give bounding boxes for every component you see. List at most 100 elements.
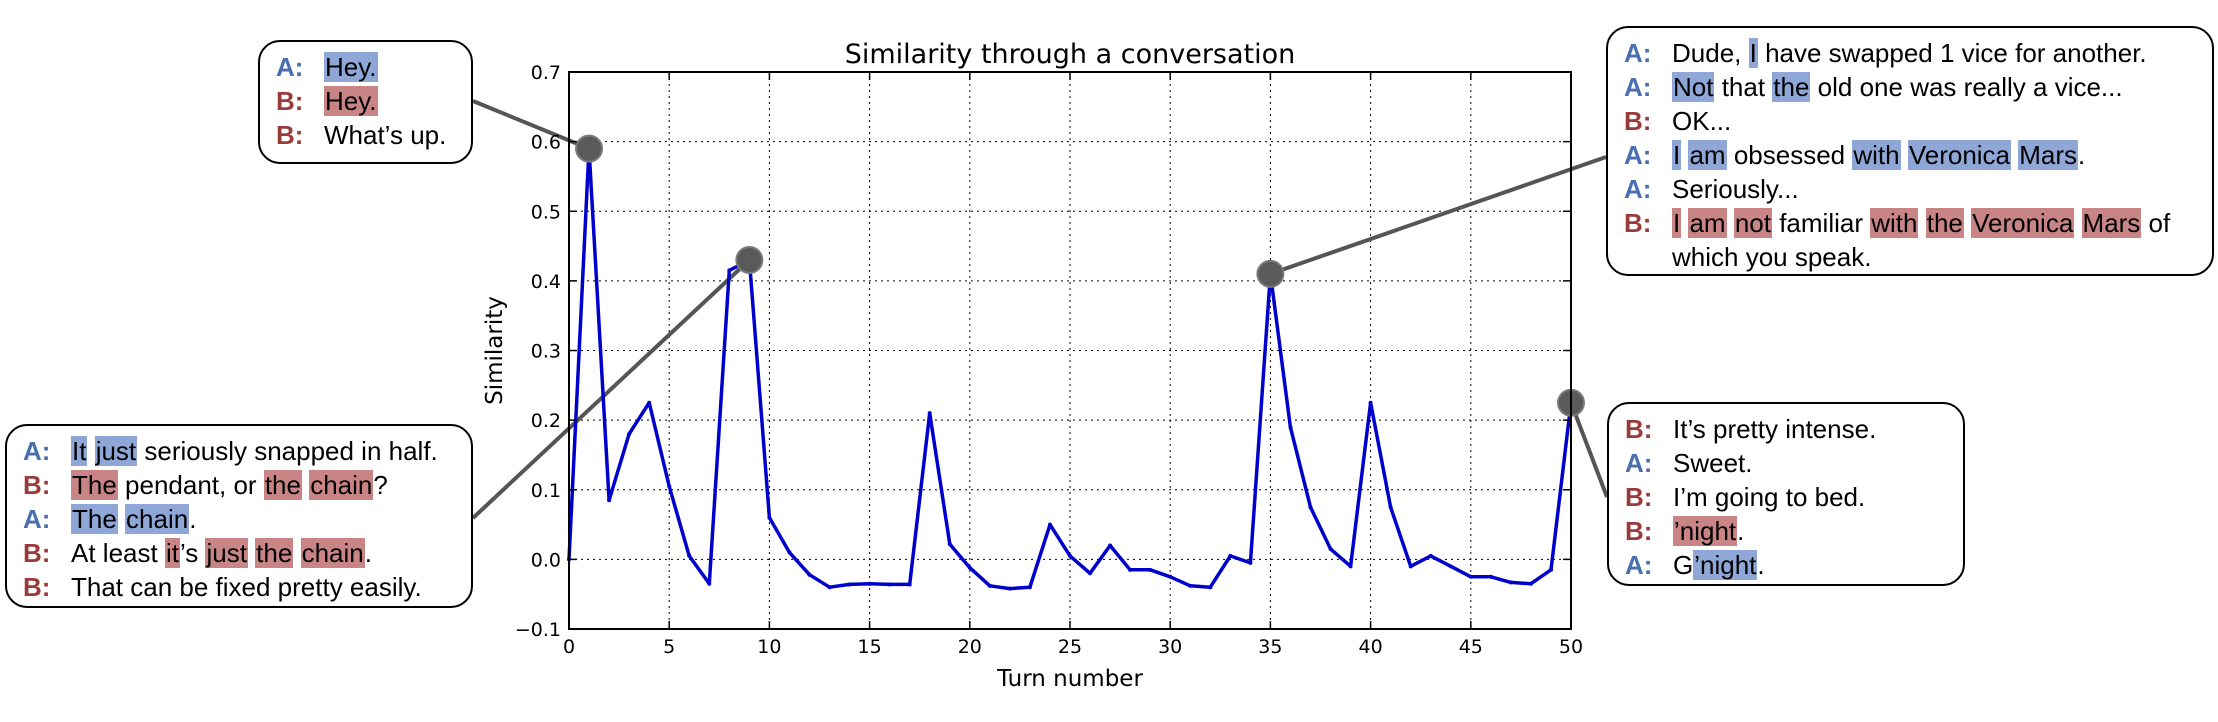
highlight-marker bbox=[1256, 259, 1285, 288]
dialogue-text: At least bbox=[71, 538, 165, 568]
highlighted-word: Mars bbox=[2018, 140, 2079, 170]
highlighted-word: I bbox=[1672, 208, 1682, 238]
data-point bbox=[967, 565, 972, 570]
data-point bbox=[1308, 505, 1313, 510]
axis-ticks: 0 5 10 15 20 25 30 35 40 45 50 −0.1 0.0 0.1 0.2 0.3 0.4 0… bbox=[515, 62, 1583, 658]
highlighted-word: not bbox=[1733, 208, 1772, 238]
speaker-label: B: bbox=[23, 572, 51, 602]
x-tick-label: 5 bbox=[663, 636, 675, 658]
data-point bbox=[1168, 574, 1173, 579]
data-point bbox=[1068, 553, 1072, 558]
callout-connectors bbox=[471, 99, 1609, 520]
data-point bbox=[707, 581, 712, 586]
speaker-label: B: bbox=[1624, 208, 1652, 238]
dialogue-text: Dude, bbox=[1672, 38, 1749, 68]
speaker-label: A: bbox=[1624, 140, 1652, 170]
dialogue-line: B: ’night. bbox=[1625, 514, 1947, 548]
callout-connector bbox=[1269, 155, 1607, 276]
highlighted-word: The bbox=[71, 504, 118, 534]
dialogue-text: ? bbox=[373, 470, 388, 500]
speaker-label: B: bbox=[1625, 482, 1653, 512]
data-point bbox=[1508, 580, 1513, 585]
dialogue-line: A: Sweet. bbox=[1625, 446, 1947, 480]
y-tick-label: 0.3 bbox=[531, 341, 561, 363]
data-point bbox=[1368, 400, 1373, 405]
chart-title: Similarity through a conversation bbox=[845, 39, 1296, 70]
speaker-label: B: bbox=[23, 538, 51, 568]
data-point bbox=[887, 582, 892, 587]
speaker-label: A: bbox=[1624, 174, 1652, 204]
data-point bbox=[767, 515, 772, 520]
highlighted-word: Veronica bbox=[1971, 208, 2075, 238]
highlighted-word: with bbox=[1852, 140, 1901, 170]
highlighted-word: Hey. bbox=[324, 86, 378, 116]
highlighted-word: chain bbox=[125, 504, 190, 534]
dialogue-text: familiar bbox=[1771, 208, 1871, 238]
data-point bbox=[867, 581, 872, 586]
highlighted-word: the bbox=[255, 538, 294, 568]
data-point bbox=[787, 550, 792, 555]
dialogue-line: A: It just seriously snapped in half. bbox=[23, 434, 455, 468]
dialogue-text: that bbox=[1714, 72, 1773, 102]
data-point bbox=[627, 432, 632, 437]
dialogue-text: . bbox=[364, 538, 372, 568]
callout-turn-50: B: It’s pretty intense. A: Sweet. B: I’m goin… bbox=[1607, 402, 1965, 586]
data-point bbox=[1528, 581, 1533, 586]
speaker-label: B: bbox=[1624, 106, 1652, 136]
dialogue-text: What’s up. bbox=[324, 120, 447, 150]
y-tick-label: 0.0 bbox=[531, 549, 561, 571]
dialogue-text bbox=[2074, 208, 2081, 238]
x-tick-label: 10 bbox=[757, 636, 781, 658]
data-point bbox=[1228, 553, 1233, 558]
highlighted-word: am bbox=[1688, 208, 1727, 238]
dialogue-text: pendant, or bbox=[117, 470, 264, 500]
highlighted-word: ’night bbox=[1693, 550, 1758, 580]
highlight-markers bbox=[575, 134, 1585, 417]
dialogue-text bbox=[1918, 208, 1925, 238]
dialogue-text: Seriously... bbox=[1672, 174, 1799, 204]
x-tick-label: 50 bbox=[1559, 636, 1583, 658]
speaker-label: A: bbox=[1625, 448, 1653, 478]
y-tick-label: 0.2 bbox=[531, 410, 561, 432]
data-point bbox=[1027, 585, 1032, 590]
data-point bbox=[987, 583, 992, 588]
speaker-label: B: bbox=[23, 470, 51, 500]
highlighted-word: the bbox=[1772, 72, 1811, 102]
data-point bbox=[1348, 564, 1353, 569]
data-point bbox=[927, 411, 932, 416]
highlighted-word: Veronica bbox=[1907, 140, 2012, 170]
y-tick-label: −0.1 bbox=[515, 619, 561, 641]
dialogue-text: . bbox=[1737, 516, 1745, 546]
callout-turn-1: A: Hey. B: Hey. B: What’s up. bbox=[258, 40, 473, 164]
x-tick-label: 30 bbox=[1158, 636, 1182, 658]
highlighted-word: the bbox=[1925, 208, 1964, 238]
data-point bbox=[1408, 564, 1413, 569]
dialogue-text bbox=[293, 538, 300, 568]
highlighted-word: ’night bbox=[1673, 516, 1738, 546]
y-tick-label: 0.5 bbox=[531, 201, 561, 223]
dialogue-line: A: I am obsessed with Veronica Mars. bbox=[1624, 138, 2196, 172]
highlighted-word: chain bbox=[309, 470, 374, 500]
callout-connector bbox=[471, 258, 751, 520]
dialogue-line: A: Dude, I have swapped 1 vice for anothe… bbox=[1624, 36, 2196, 70]
data-point bbox=[1388, 505, 1393, 510]
x-tick-label: 45 bbox=[1459, 636, 1483, 658]
dialogue-line: B: The pendant, or the chain? bbox=[23, 468, 455, 502]
speaker-label: A: bbox=[1625, 550, 1653, 580]
y-tick-label: 0.6 bbox=[531, 132, 561, 154]
highlighted-word: Hey. bbox=[324, 52, 378, 82]
data-point bbox=[1007, 586, 1012, 591]
data-point bbox=[667, 484, 672, 489]
highlighted-word: the bbox=[263, 470, 302, 500]
data-point bbox=[1088, 571, 1093, 576]
y-tick-label: 0.7 bbox=[531, 62, 561, 84]
dialogue-line: B: I am not familiar with the Veronica Ma… bbox=[1624, 206, 2196, 274]
series-layer bbox=[567, 146, 1573, 591]
data-point bbox=[907, 582, 912, 587]
data-point bbox=[1288, 425, 1293, 430]
data-point bbox=[1047, 522, 1052, 527]
callout-connector bbox=[1569, 402, 1609, 498]
dialogue-text: It’s pretty intense. bbox=[1673, 414, 1877, 444]
highlighted-word: I bbox=[1672, 140, 1682, 170]
